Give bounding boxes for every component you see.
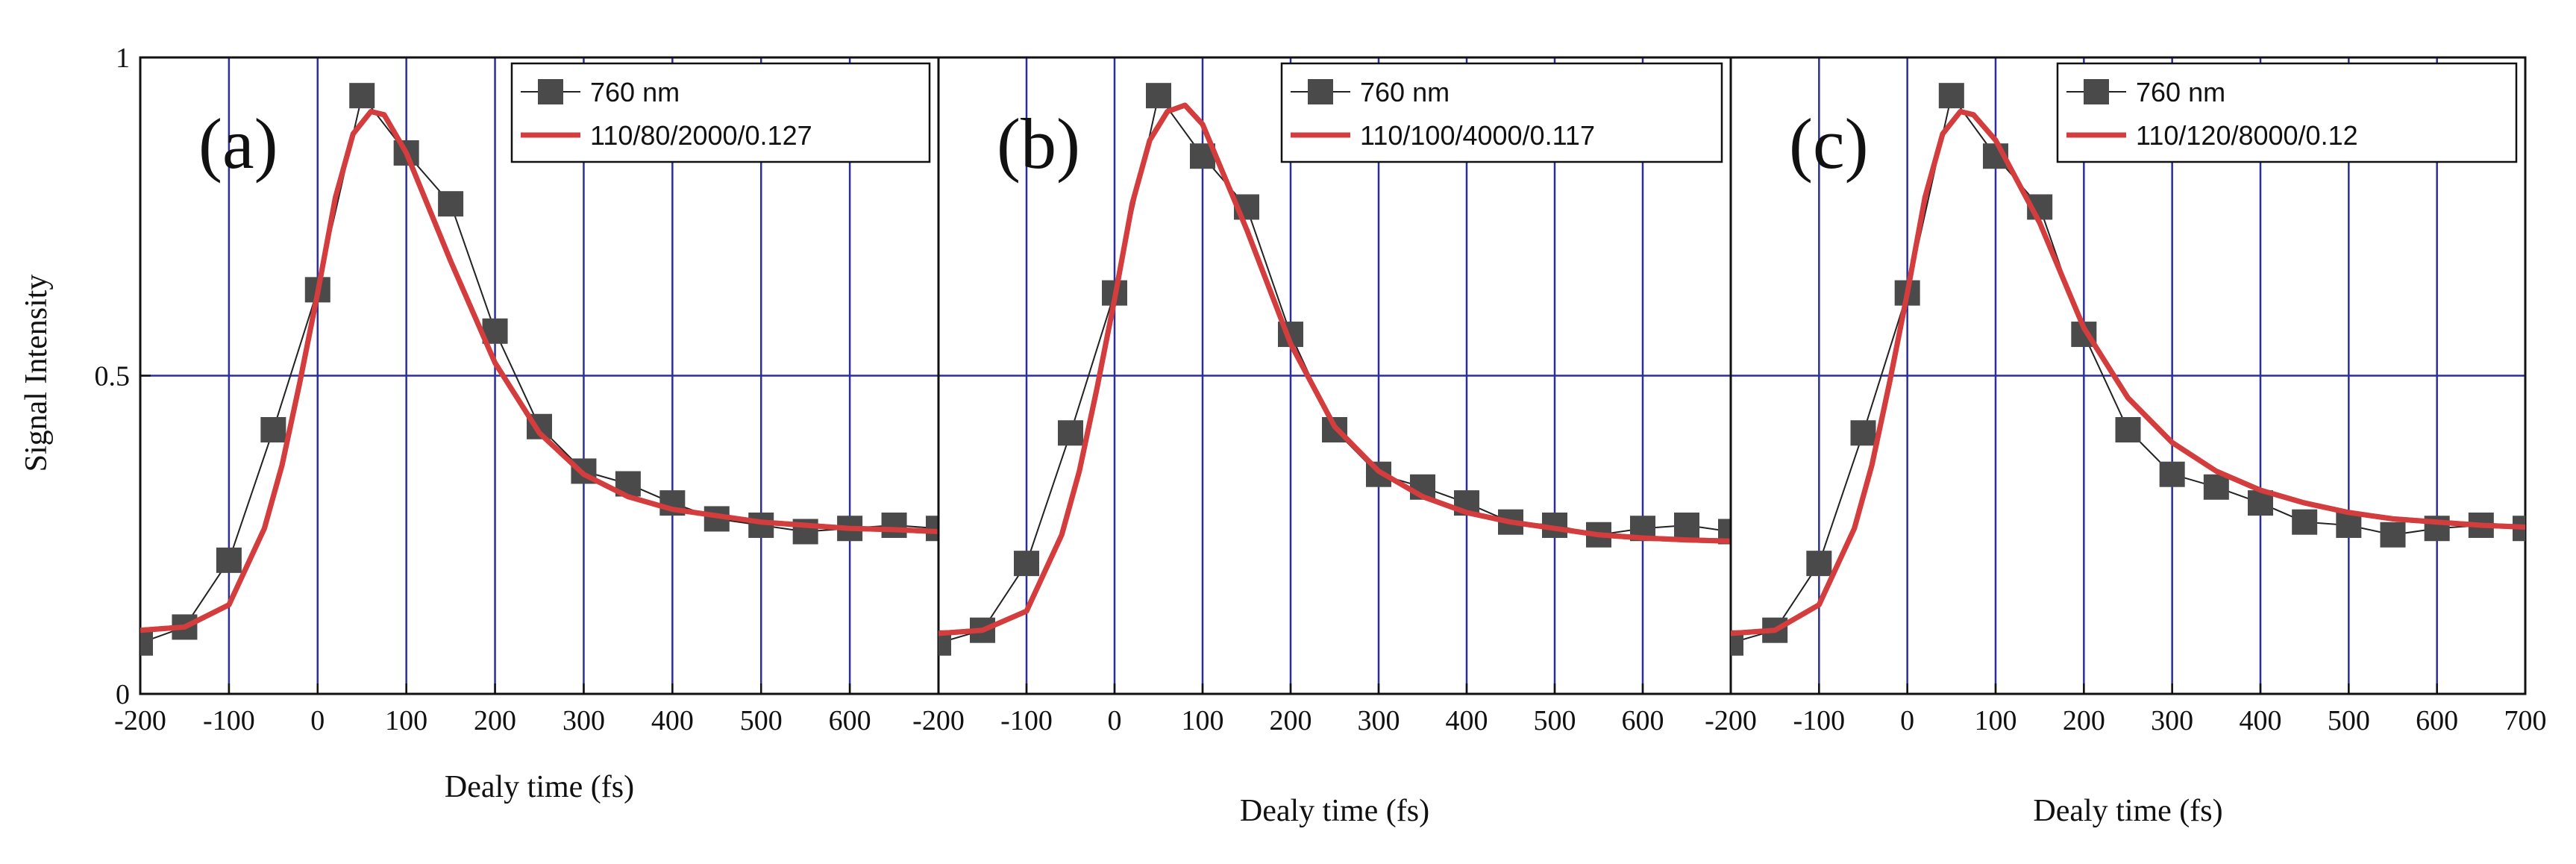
legend-label-760nm: 760 nm bbox=[590, 77, 680, 107]
x-tick-label: -100 bbox=[1000, 705, 1053, 736]
x-tick-label: 700 bbox=[2504, 705, 2547, 736]
data-point bbox=[1014, 551, 1039, 577]
legend-items: 760 nm 110/80/2000/0.127 bbox=[521, 77, 812, 151]
legend-label-760nm: 760 nm bbox=[2136, 77, 2225, 107]
data-point bbox=[216, 547, 242, 573]
data-point bbox=[1718, 519, 1731, 545]
data-point bbox=[2380, 522, 2406, 548]
legend: 760 nm 110/80/2000/0.127 bbox=[510, 62, 931, 163]
plot-area bbox=[1731, 83, 2525, 656]
plot-area bbox=[938, 83, 1731, 656]
legend-box bbox=[2056, 62, 2518, 163]
legend-label-fit: 110/100/4000/0.117 bbox=[1360, 120, 1595, 151]
data-point bbox=[1058, 420, 1083, 446]
x-tick-label: 0 bbox=[1900, 705, 1914, 736]
x-tick-label: 400 bbox=[1446, 705, 1488, 736]
panel-label: (c) bbox=[1789, 104, 1869, 184]
data-point bbox=[2115, 417, 2141, 443]
y-axis-label: Signal Intensity bbox=[19, 275, 54, 472]
y-tick-label: 0 bbox=[116, 679, 130, 710]
x-tick-label: 500 bbox=[2328, 705, 2370, 736]
x-tick-label: 0 bbox=[1108, 705, 1122, 736]
plot-frame bbox=[1729, 56, 2527, 695]
series-line-fit bbox=[938, 102, 1731, 636]
x-tick-label: 200 bbox=[474, 705, 516, 736]
x-tick-label: 600 bbox=[2416, 705, 2458, 736]
legend: 760 nm 110/100/4000/0.117 bbox=[1280, 62, 1723, 163]
x-tick-label: 300 bbox=[562, 705, 605, 736]
panel-c: -200 -100 0 100 200 300 400 500 600 700 Dealy time… bbox=[1705, 56, 2547, 828]
data-point bbox=[938, 630, 951, 656]
x-tick-label: 200 bbox=[1270, 705, 1312, 736]
data-point bbox=[2336, 512, 2362, 538]
x-tick-label: 100 bbox=[385, 705, 427, 736]
data-point bbox=[2203, 474, 2229, 500]
x-tick-label: -100 bbox=[203, 705, 255, 736]
series-line-fit bbox=[140, 109, 938, 633]
series-line-fit bbox=[1731, 109, 2525, 636]
legend-items: 760 nm 110/120/8000/0.12 bbox=[2066, 77, 2358, 151]
x-tick-label: 500 bbox=[1534, 705, 1576, 736]
plot-area bbox=[140, 83, 938, 656]
x-tick-label: 100 bbox=[1975, 705, 2017, 736]
panel-label: (b) bbox=[997, 104, 1080, 184]
legend: 760 nm 110/120/8000/0.12 bbox=[2056, 62, 2518, 163]
data-point bbox=[1146, 83, 1171, 109]
fit-curve bbox=[938, 102, 1731, 636]
data-point bbox=[349, 83, 375, 109]
legend-label-fit: 110/120/8000/0.12 bbox=[2136, 120, 2358, 151]
x-tick-label: 300 bbox=[2151, 705, 2193, 736]
data-point bbox=[2159, 461, 2185, 487]
panel-b: -200 -100 0 100 200 300 400 500 600 Dealy time (f… bbox=[912, 56, 1732, 828]
x-tick-label: 0 bbox=[310, 705, 325, 736]
x-tick-label: -200 bbox=[114, 705, 166, 736]
data-point bbox=[926, 516, 938, 542]
legend-box bbox=[1280, 62, 1723, 163]
x-tick-label: 200 bbox=[2063, 705, 2105, 736]
x-tick-label: 400 bbox=[651, 705, 694, 736]
x-tick-label: -100 bbox=[1793, 705, 1846, 736]
legend-items: 760 nm 110/100/4000/0.117 bbox=[1291, 77, 1595, 151]
data-point bbox=[1850, 420, 1876, 446]
panel-label: (a) bbox=[198, 104, 278, 184]
x-axis-label: Dealy time (fs) bbox=[2033, 794, 2222, 828]
data-point bbox=[2292, 509, 2318, 535]
legend-marker-760nm bbox=[538, 79, 563, 104]
x-tick-label: 300 bbox=[1358, 705, 1400, 736]
y-tick-label: 0.5 bbox=[95, 361, 131, 392]
data-point bbox=[438, 191, 464, 217]
x-tick-label: 600 bbox=[1622, 705, 1664, 736]
fit-curve bbox=[140, 109, 938, 633]
legend-box bbox=[510, 62, 931, 163]
data-point bbox=[260, 417, 286, 443]
data-point bbox=[881, 512, 907, 538]
data-point bbox=[1938, 83, 1964, 109]
x-tick-label: 600 bbox=[829, 705, 871, 736]
y-tick-label: 1 bbox=[116, 43, 130, 74]
x-tick-label: 500 bbox=[740, 705, 783, 736]
x-tick-label: -200 bbox=[912, 705, 965, 736]
fit-curve bbox=[1731, 109, 2525, 636]
x-tick-label: -200 bbox=[1705, 705, 1757, 736]
legend-marker-760nm bbox=[2084, 79, 2109, 104]
data-point bbox=[1674, 512, 1699, 538]
x-axis-label: Dealy time (fs) bbox=[1240, 794, 1429, 828]
data-point bbox=[140, 630, 153, 656]
panel-a: -200 -100 0 100 200 300 400 500 600 0 0.5 1 Dealy ti… bbox=[95, 43, 940, 804]
x-axis-label: Dealy time (fs) bbox=[445, 770, 634, 804]
panels-group: -200 -100 0 100 200 300 400 500 600 0 0.5 1 Dealy ti… bbox=[95, 43, 2547, 828]
data-point bbox=[1806, 551, 1832, 577]
legend-marker-760nm bbox=[1308, 79, 1333, 104]
data-point bbox=[1731, 630, 1743, 656]
x-tick-label: 100 bbox=[1182, 705, 1224, 736]
legend-label-760nm: 760 nm bbox=[1360, 77, 1450, 107]
x-tick-label: 400 bbox=[2240, 705, 2282, 736]
legend-label-fit: 110/80/2000/0.127 bbox=[590, 120, 812, 151]
